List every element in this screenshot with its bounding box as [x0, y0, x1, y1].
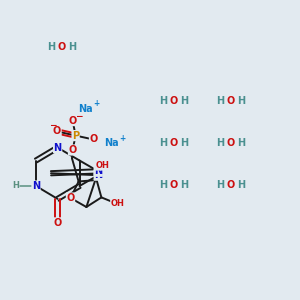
Text: H: H — [159, 138, 168, 148]
Text: N: N — [94, 166, 102, 176]
Text: O: O — [57, 41, 66, 52]
Text: O: O — [53, 218, 62, 228]
Text: H: H — [216, 96, 225, 106]
Text: −: − — [75, 112, 82, 122]
Text: O: O — [66, 193, 75, 203]
Text: N: N — [53, 142, 62, 153]
Text: OH: OH — [96, 161, 110, 170]
Text: O: O — [68, 116, 77, 126]
Text: O: O — [170, 96, 178, 106]
Text: O: O — [170, 180, 178, 190]
Text: H: H — [159, 180, 168, 190]
Text: +: + — [93, 99, 99, 108]
Text: Na: Na — [104, 138, 119, 148]
Text: Na: Na — [78, 103, 93, 114]
Text: P: P — [72, 130, 79, 141]
Text: H: H — [237, 138, 246, 148]
Text: O: O — [227, 96, 235, 106]
Text: O: O — [227, 138, 235, 148]
Text: H: H — [237, 180, 246, 190]
Text: H: H — [47, 41, 55, 52]
Text: H: H — [180, 138, 189, 148]
Text: O: O — [89, 134, 98, 145]
Text: H: H — [216, 138, 225, 148]
Text: H: H — [159, 96, 168, 106]
Text: O: O — [53, 126, 61, 136]
Text: H: H — [12, 182, 19, 190]
Text: H: H — [180, 180, 189, 190]
Text: O: O — [227, 180, 235, 190]
Text: +: + — [119, 134, 125, 142]
Text: H: H — [237, 96, 246, 106]
Text: H: H — [216, 180, 225, 190]
Text: −: − — [49, 121, 56, 130]
Text: N: N — [32, 181, 40, 191]
Text: H: H — [180, 96, 189, 106]
Text: O: O — [170, 138, 178, 148]
Text: OH: OH — [111, 200, 124, 208]
Text: O: O — [68, 145, 77, 155]
Text: N: N — [94, 170, 102, 180]
Text: H: H — [68, 41, 76, 52]
